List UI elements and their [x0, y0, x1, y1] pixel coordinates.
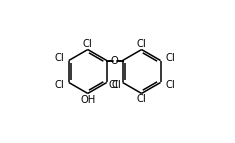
Text: Cl: Cl: [83, 39, 93, 49]
Text: Cl: Cl: [137, 94, 146, 104]
Text: Cl: Cl: [54, 80, 64, 90]
Text: Cl: Cl: [111, 80, 121, 90]
Text: Cl: Cl: [108, 80, 118, 90]
Text: Cl: Cl: [165, 80, 175, 90]
Text: OH: OH: [80, 95, 95, 105]
Text: Cl: Cl: [165, 53, 175, 63]
Text: Cl: Cl: [54, 53, 64, 63]
Text: Cl: Cl: [137, 39, 146, 49]
Text: O: O: [111, 55, 118, 65]
